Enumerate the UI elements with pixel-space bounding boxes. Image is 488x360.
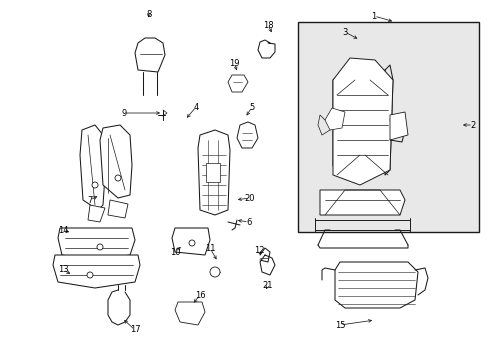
Text: 10: 10 — [169, 248, 180, 257]
Bar — [297, 22, 478, 232]
Text: 4: 4 — [193, 103, 198, 112]
Polygon shape — [332, 58, 392, 185]
Text: 21: 21 — [262, 280, 273, 289]
Text: 8: 8 — [146, 9, 151, 18]
Text: 15: 15 — [334, 320, 345, 329]
Text: 20: 20 — [244, 194, 255, 202]
Polygon shape — [88, 205, 105, 222]
Text: 18: 18 — [262, 21, 273, 30]
Polygon shape — [100, 125, 132, 198]
Polygon shape — [172, 228, 209, 255]
Polygon shape — [205, 163, 220, 182]
Text: 19: 19 — [228, 59, 239, 68]
Text: 1: 1 — [370, 12, 376, 21]
Polygon shape — [198, 130, 229, 215]
Text: 6: 6 — [246, 217, 251, 226]
Text: 11: 11 — [204, 243, 215, 252]
Text: 5: 5 — [249, 103, 254, 112]
Circle shape — [97, 244, 103, 250]
Polygon shape — [237, 122, 258, 148]
Polygon shape — [175, 302, 204, 325]
Text: 16: 16 — [194, 291, 205, 300]
Polygon shape — [325, 108, 345, 130]
Text: 12: 12 — [253, 246, 264, 255]
Polygon shape — [108, 200, 128, 218]
Text: 13: 13 — [58, 266, 68, 274]
Circle shape — [92, 182, 98, 188]
Circle shape — [87, 272, 93, 278]
Circle shape — [115, 175, 121, 181]
Polygon shape — [58, 228, 135, 260]
Circle shape — [189, 240, 195, 246]
Polygon shape — [334, 262, 417, 308]
Polygon shape — [389, 112, 407, 140]
Polygon shape — [319, 190, 404, 215]
Polygon shape — [80, 125, 105, 210]
Text: 14: 14 — [58, 225, 68, 234]
Text: 7: 7 — [87, 195, 93, 204]
Text: 3: 3 — [342, 27, 347, 36]
Polygon shape — [135, 38, 164, 72]
Circle shape — [209, 267, 220, 277]
Text: 2: 2 — [469, 121, 475, 130]
Polygon shape — [53, 255, 140, 288]
Text: 17: 17 — [129, 325, 140, 334]
Text: 9: 9 — [121, 108, 126, 117]
Polygon shape — [227, 75, 247, 92]
